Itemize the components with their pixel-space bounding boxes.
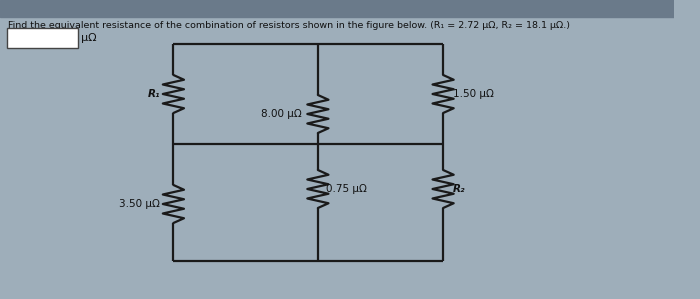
Text: Find the equivalent resistance of the combination of resistors shown in the figu: Find the equivalent resistance of the co… [8,21,570,30]
Text: μΩ: μΩ [81,33,97,43]
Text: R₂: R₂ [453,184,466,194]
Text: 1.50 μΩ: 1.50 μΩ [453,89,494,99]
Bar [0,0,674,17]
Text: 3.50 μΩ: 3.50 μΩ [119,199,160,209]
FancyBboxPatch shape [7,28,78,48]
Text: 8.00 μΩ: 8.00 μΩ [261,109,302,119]
Text: 0.75 μΩ: 0.75 μΩ [326,184,367,194]
Text: R₁: R₁ [148,89,160,99]
